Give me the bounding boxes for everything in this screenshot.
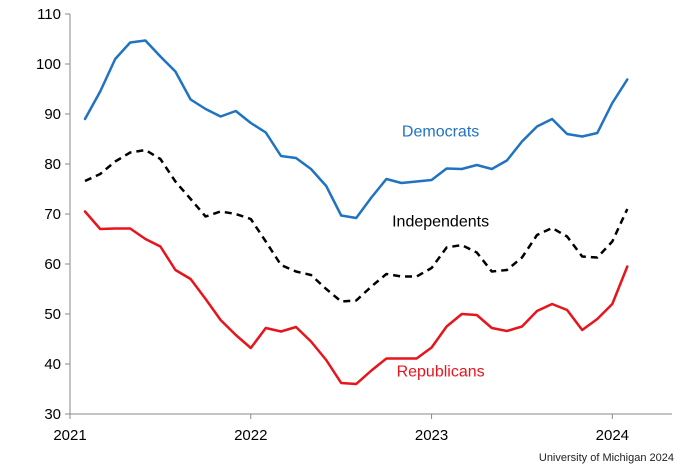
series-lines bbox=[83, 39, 629, 386]
x-tick-label: 2021 bbox=[53, 427, 86, 444]
series-label-democrats: Democrats bbox=[402, 124, 479, 141]
y-tick-label: 40 bbox=[44, 356, 61, 373]
series-labels: Democrats Independents Republicans bbox=[392, 124, 489, 381]
series-line-independents bbox=[84, 148, 629, 303]
y-tick-label: 70 bbox=[44, 206, 61, 223]
series-line-democrats bbox=[83, 39, 629, 220]
x-tick-label: 2022 bbox=[234, 427, 267, 444]
y-tick-label: 50 bbox=[44, 306, 61, 323]
y-tick-label: 80 bbox=[44, 156, 61, 173]
source-note: University of Michigan 2024 bbox=[538, 452, 674, 464]
y-tick-label: 60 bbox=[44, 256, 61, 273]
y-tick-label: 30 bbox=[44, 406, 61, 423]
y-tick-label: 110 bbox=[37, 6, 61, 23]
x-tick-label: 2024 bbox=[596, 427, 629, 444]
y-tick-label: 100 bbox=[36, 56, 61, 73]
series-label-independents: Independents bbox=[392, 214, 489, 231]
series-label-republicans: Republicans bbox=[397, 364, 485, 381]
series-line-republicans bbox=[83, 210, 629, 386]
y-tick-label: 90 bbox=[44, 106, 61, 123]
x-tick-label: 2023 bbox=[415, 427, 448, 444]
tick-labels: 30 40 50 60 70 80 90 100 110 2021 2022 2023 2024 bbox=[36, 6, 629, 444]
axes bbox=[65, 13, 672, 419]
